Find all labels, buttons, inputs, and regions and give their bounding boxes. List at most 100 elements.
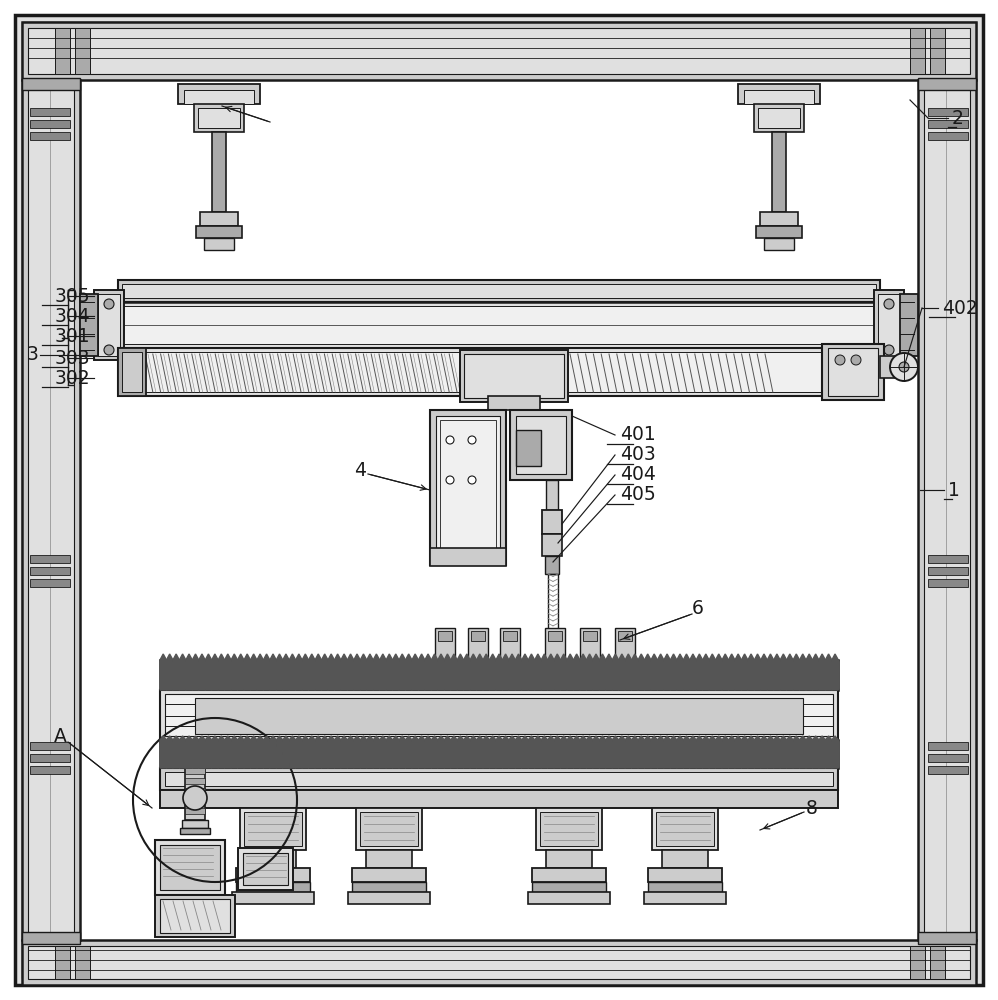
Bar <box>122 352 142 392</box>
Polygon shape <box>645 654 651 690</box>
Polygon shape <box>256 654 263 690</box>
Polygon shape <box>806 736 812 768</box>
Text: 8: 8 <box>806 798 818 818</box>
Bar <box>764 238 794 250</box>
Bar <box>243 853 288 885</box>
Polygon shape <box>321 654 328 690</box>
Polygon shape <box>515 736 522 768</box>
Polygon shape <box>315 654 321 690</box>
Bar <box>30 754 70 762</box>
Polygon shape <box>334 654 341 690</box>
Bar <box>528 892 610 904</box>
Polygon shape <box>567 654 574 690</box>
Bar <box>910 946 925 979</box>
Polygon shape <box>832 654 838 690</box>
Polygon shape <box>438 736 444 768</box>
Polygon shape <box>729 654 735 690</box>
Bar <box>744 90 814 104</box>
Polygon shape <box>767 736 773 768</box>
Bar <box>155 895 235 937</box>
Bar <box>510 410 572 480</box>
Polygon shape <box>431 736 438 768</box>
Bar <box>900 294 918 356</box>
Polygon shape <box>328 654 334 690</box>
Bar <box>28 86 74 934</box>
Polygon shape <box>173 736 180 768</box>
Bar <box>182 820 208 828</box>
Bar <box>165 694 833 736</box>
Polygon shape <box>366 654 373 690</box>
Bar <box>196 226 242 238</box>
Bar <box>185 778 205 784</box>
Bar <box>98 294 120 356</box>
Bar <box>240 808 306 850</box>
Polygon shape <box>684 654 690 690</box>
Bar <box>160 660 838 690</box>
Bar <box>94 290 124 360</box>
Polygon shape <box>308 736 315 768</box>
Polygon shape <box>225 654 232 690</box>
Polygon shape <box>703 736 710 768</box>
Bar <box>122 352 876 392</box>
Bar <box>430 548 506 566</box>
Polygon shape <box>710 654 716 690</box>
Bar <box>185 768 205 774</box>
Bar <box>348 892 430 904</box>
Polygon shape <box>425 654 431 690</box>
Polygon shape <box>651 736 658 768</box>
Polygon shape <box>289 736 295 768</box>
Text: 301: 301 <box>55 326 91 346</box>
Circle shape <box>899 362 909 372</box>
Circle shape <box>104 345 114 355</box>
Bar <box>30 579 70 587</box>
Polygon shape <box>799 654 806 690</box>
Polygon shape <box>651 654 658 690</box>
Polygon shape <box>496 736 502 768</box>
Bar <box>464 354 564 398</box>
Bar <box>118 280 880 302</box>
Polygon shape <box>793 736 799 768</box>
Bar <box>532 882 606 892</box>
Polygon shape <box>677 654 684 690</box>
Polygon shape <box>373 654 379 690</box>
Polygon shape <box>722 736 729 768</box>
Polygon shape <box>541 736 548 768</box>
Polygon shape <box>489 736 496 768</box>
Polygon shape <box>276 654 282 690</box>
Polygon shape <box>282 736 289 768</box>
Polygon shape <box>593 736 599 768</box>
Polygon shape <box>219 654 225 690</box>
Polygon shape <box>412 654 418 690</box>
Bar <box>546 850 592 868</box>
Bar <box>75 28 90 74</box>
Polygon shape <box>464 736 470 768</box>
Bar <box>30 567 70 575</box>
Text: 2: 2 <box>952 108 964 127</box>
Bar <box>536 808 602 850</box>
Bar <box>928 132 968 140</box>
Bar <box>122 284 876 298</box>
Polygon shape <box>276 736 282 768</box>
Polygon shape <box>244 736 250 768</box>
Polygon shape <box>438 654 444 690</box>
Polygon shape <box>238 654 244 690</box>
Polygon shape <box>302 654 308 690</box>
Polygon shape <box>735 736 742 768</box>
Bar <box>430 410 506 565</box>
Circle shape <box>884 299 894 309</box>
Circle shape <box>468 436 476 444</box>
Bar <box>516 430 541 466</box>
Polygon shape <box>574 736 580 768</box>
Polygon shape <box>399 654 405 690</box>
Polygon shape <box>347 654 354 690</box>
Bar <box>924 86 970 934</box>
Polygon shape <box>238 736 244 768</box>
Polygon shape <box>502 736 509 768</box>
Polygon shape <box>638 654 645 690</box>
Polygon shape <box>754 736 760 768</box>
Polygon shape <box>232 654 238 690</box>
Polygon shape <box>554 654 561 690</box>
Polygon shape <box>606 654 612 690</box>
Circle shape <box>890 353 918 381</box>
Polygon shape <box>748 736 754 768</box>
